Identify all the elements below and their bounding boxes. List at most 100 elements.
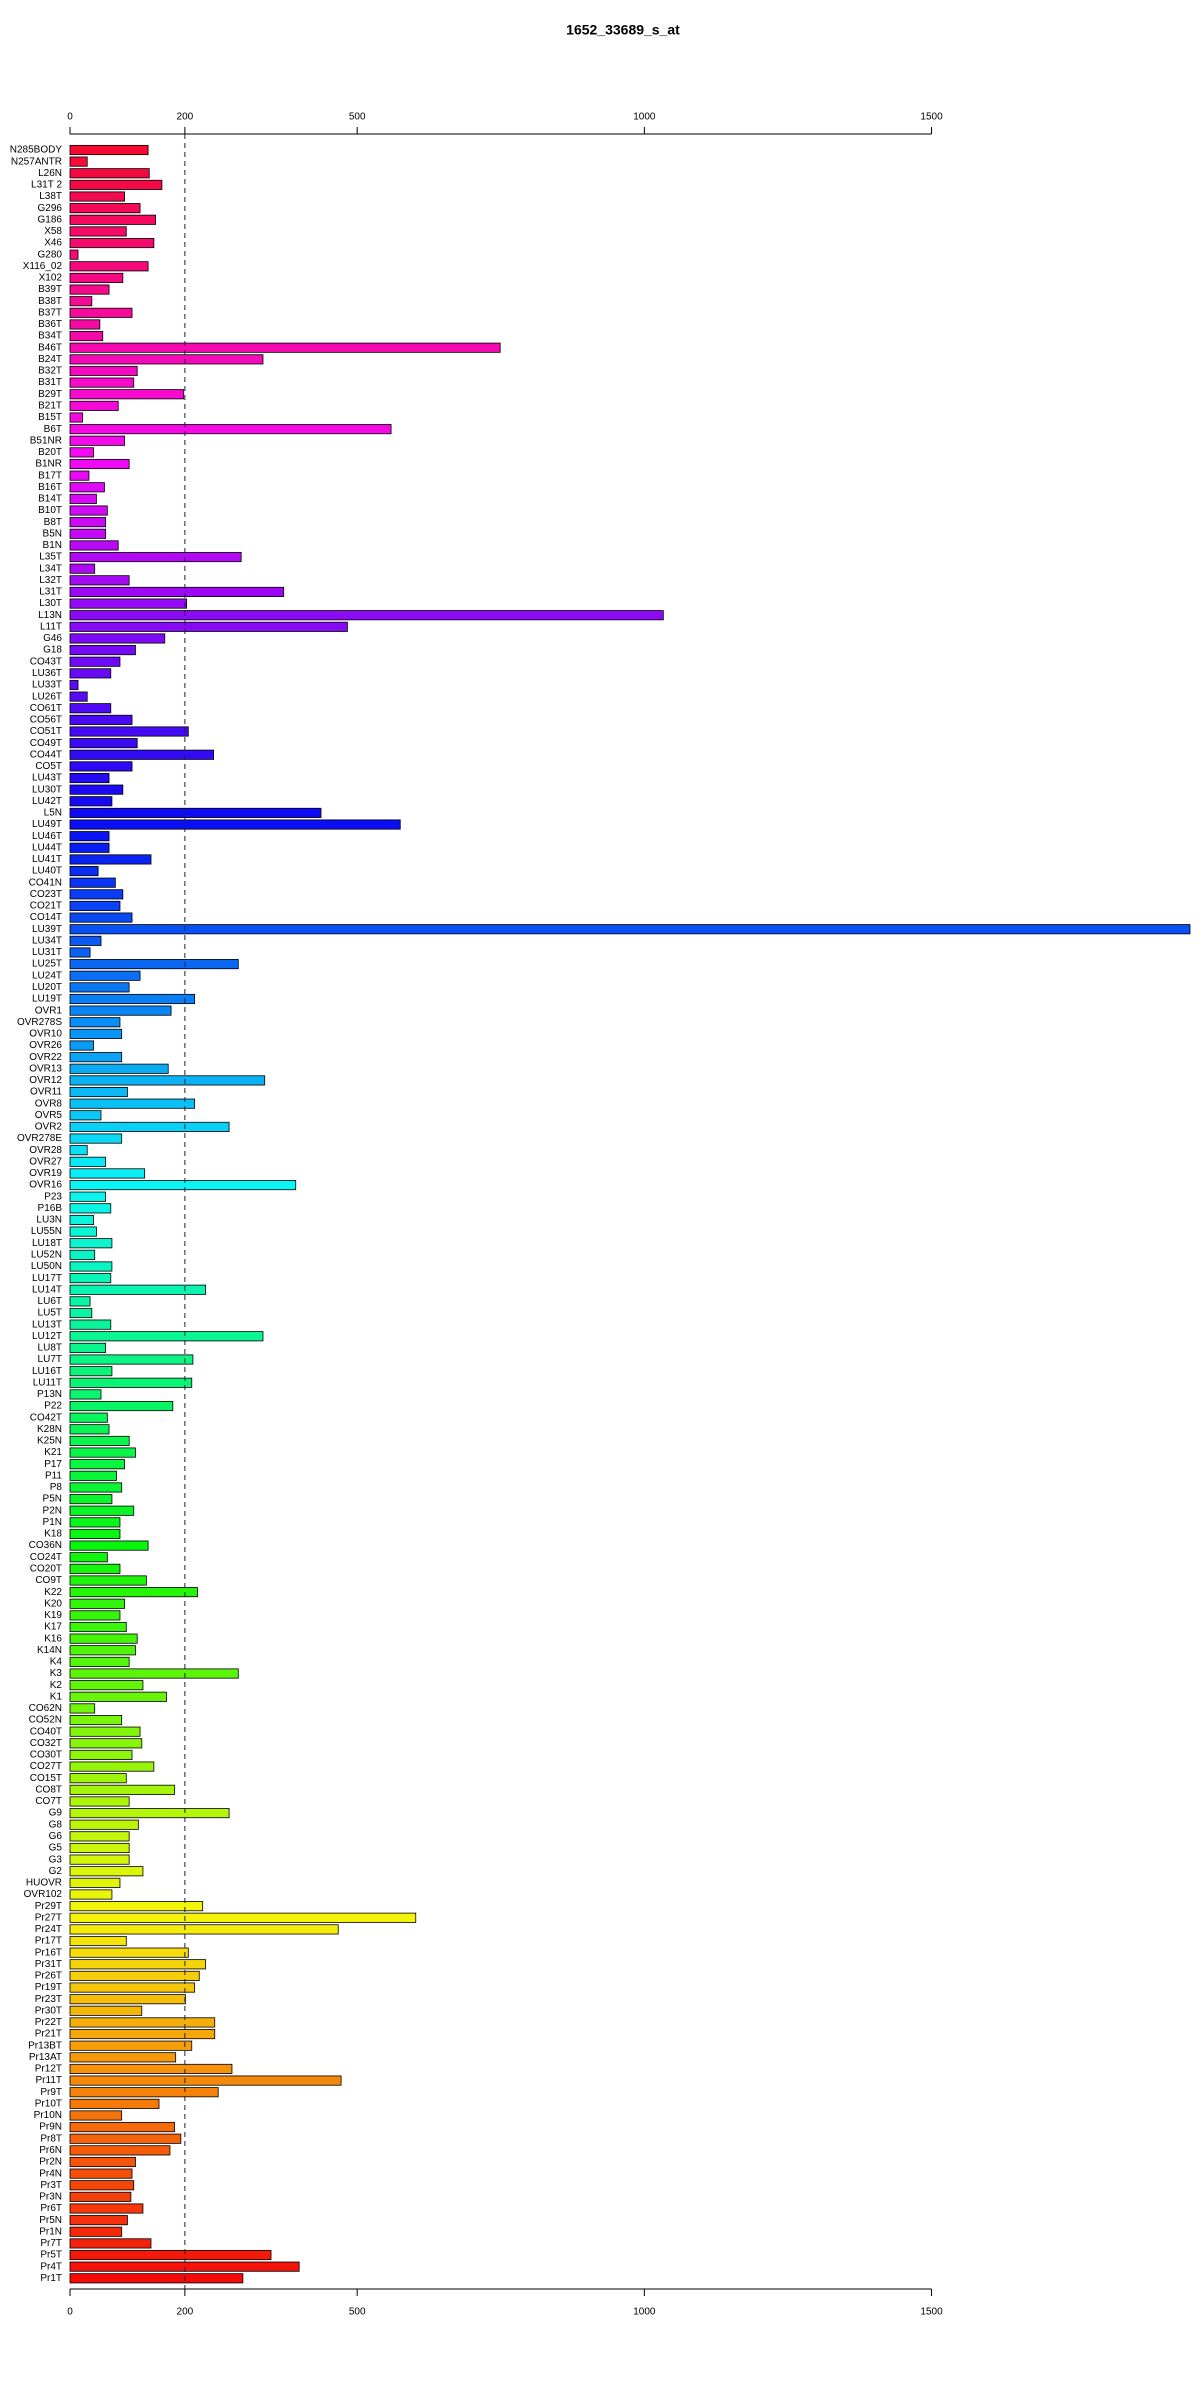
bar (69, 1052, 123, 1063)
bar (69, 1610, 121, 1621)
bar (69, 1947, 189, 1958)
bar (69, 947, 91, 958)
y-tick-label: OVR278E (17, 1133, 62, 1144)
bar (69, 563, 96, 574)
bar (69, 1168, 146, 1179)
bar (69, 621, 348, 632)
y-tick-label: B17T (38, 470, 62, 481)
y-tick-label: Pr31T (35, 1959, 62, 1970)
y-tick-label: L30T (39, 598, 62, 609)
y-tick-label: B31T (38, 377, 62, 388)
bar (69, 1180, 297, 1191)
bar (69, 900, 121, 911)
y-tick-label: G6 (49, 1831, 63, 1842)
bar (69, 1924, 339, 1935)
y-tick-label: LU31T (32, 947, 62, 958)
bar (69, 738, 138, 749)
y-tick-label: OVR27 (29, 1156, 62, 1167)
bar (69, 1901, 204, 1912)
bar (69, 772, 110, 784)
y-tick-label: CO21T (30, 901, 62, 912)
bar (69, 1575, 147, 1586)
y-tick-label: CO36N (29, 1540, 62, 1551)
y-tick-label: LU46T (32, 831, 62, 842)
bar (69, 993, 196, 1005)
y-tick-label: X102 (39, 273, 63, 284)
y-tick-label: LU17T (32, 1273, 62, 1284)
y-tick-label: Pr4T (40, 2261, 62, 2272)
y-tick-label: G8 (49, 1819, 63, 1830)
y-tick-label: LU41T (32, 854, 62, 865)
bar (69, 1377, 193, 1388)
y-tick-label: Pr13AT (29, 2052, 62, 2063)
y-tick-label: Pr10N (34, 2110, 62, 2121)
bar (69, 400, 119, 411)
bar (69, 144, 149, 156)
bar (69, 1494, 113, 1505)
y-tick-label: K21 (44, 1447, 62, 1458)
bar (69, 2122, 175, 2133)
y-tick-label: OVR26 (29, 1040, 62, 1051)
bar (69, 691, 88, 702)
bar (69, 912, 133, 923)
y-tick-label: P11 (45, 1470, 62, 1481)
y-tick-label: Pr16T (35, 1947, 62, 1958)
bar (69, 575, 130, 586)
bar (69, 203, 141, 214)
bar (69, 168, 150, 179)
bar (69, 237, 155, 249)
y-tick-label: L31T 2 (31, 180, 62, 191)
bar (69, 1994, 186, 2005)
bar (69, 307, 133, 318)
y-tick-label: K4 (50, 1657, 63, 1668)
y-tick-label: LU24T (32, 970, 62, 981)
y-tick-label: K3 (50, 1668, 63, 1679)
y-tick-label: K17 (44, 1622, 62, 1633)
y-tick-label: P2N (43, 1505, 62, 1516)
bar (69, 656, 121, 667)
bar (69, 354, 264, 365)
bar (69, 807, 322, 818)
bar (69, 889, 124, 900)
y-tick-label: LU12T (32, 1331, 62, 1342)
bar (69, 179, 163, 190)
bar (69, 1715, 123, 1726)
bar (69, 1110, 102, 1121)
x-tick-label: 1000 (633, 2307, 656, 2318)
y-tick-label: LU16T (32, 1366, 62, 1377)
y-tick-label: P8 (50, 1482, 63, 1493)
bar (69, 1540, 149, 1551)
y-tick-label: B15T (38, 412, 62, 423)
bar (69, 389, 185, 400)
bar (69, 226, 127, 237)
y-tick-label: Pr4N (39, 2168, 62, 2179)
bar (69, 1249, 96, 1260)
bar (69, 796, 113, 807)
bar (69, 1075, 266, 1086)
y-tick-label: LU36T (32, 668, 62, 679)
y-tick-label: Pr7T (40, 2238, 62, 2249)
bar (69, 319, 101, 330)
bar (69, 866, 99, 877)
y-tick-label: Pr29T (35, 1901, 62, 1912)
bar (69, 1680, 144, 1691)
bar (69, 1470, 117, 1481)
bar (69, 528, 107, 539)
bar (69, 1261, 113, 1272)
bar (69, 1970, 200, 1981)
y-tick-label: Pr26T (35, 1971, 62, 1982)
x-tick-label: 0 (67, 2307, 73, 2318)
y-tick-label: LU33T (32, 680, 62, 691)
bar (69, 1668, 239, 1679)
y-tick-label: K1 (50, 1691, 63, 1702)
bar (69, 458, 130, 470)
y-tick-label: LU5T (38, 1308, 62, 1319)
bar (69, 1819, 139, 1830)
y-tick-label: CO27T (30, 1761, 62, 1772)
y-tick-label: N257ANTR (11, 156, 62, 167)
bar (69, 412, 84, 423)
y-tick-label: CO14T (30, 912, 62, 923)
y-tick-label: B36T (38, 319, 62, 330)
bar (69, 1307, 93, 1319)
y-tick-label: L34T (39, 563, 62, 574)
